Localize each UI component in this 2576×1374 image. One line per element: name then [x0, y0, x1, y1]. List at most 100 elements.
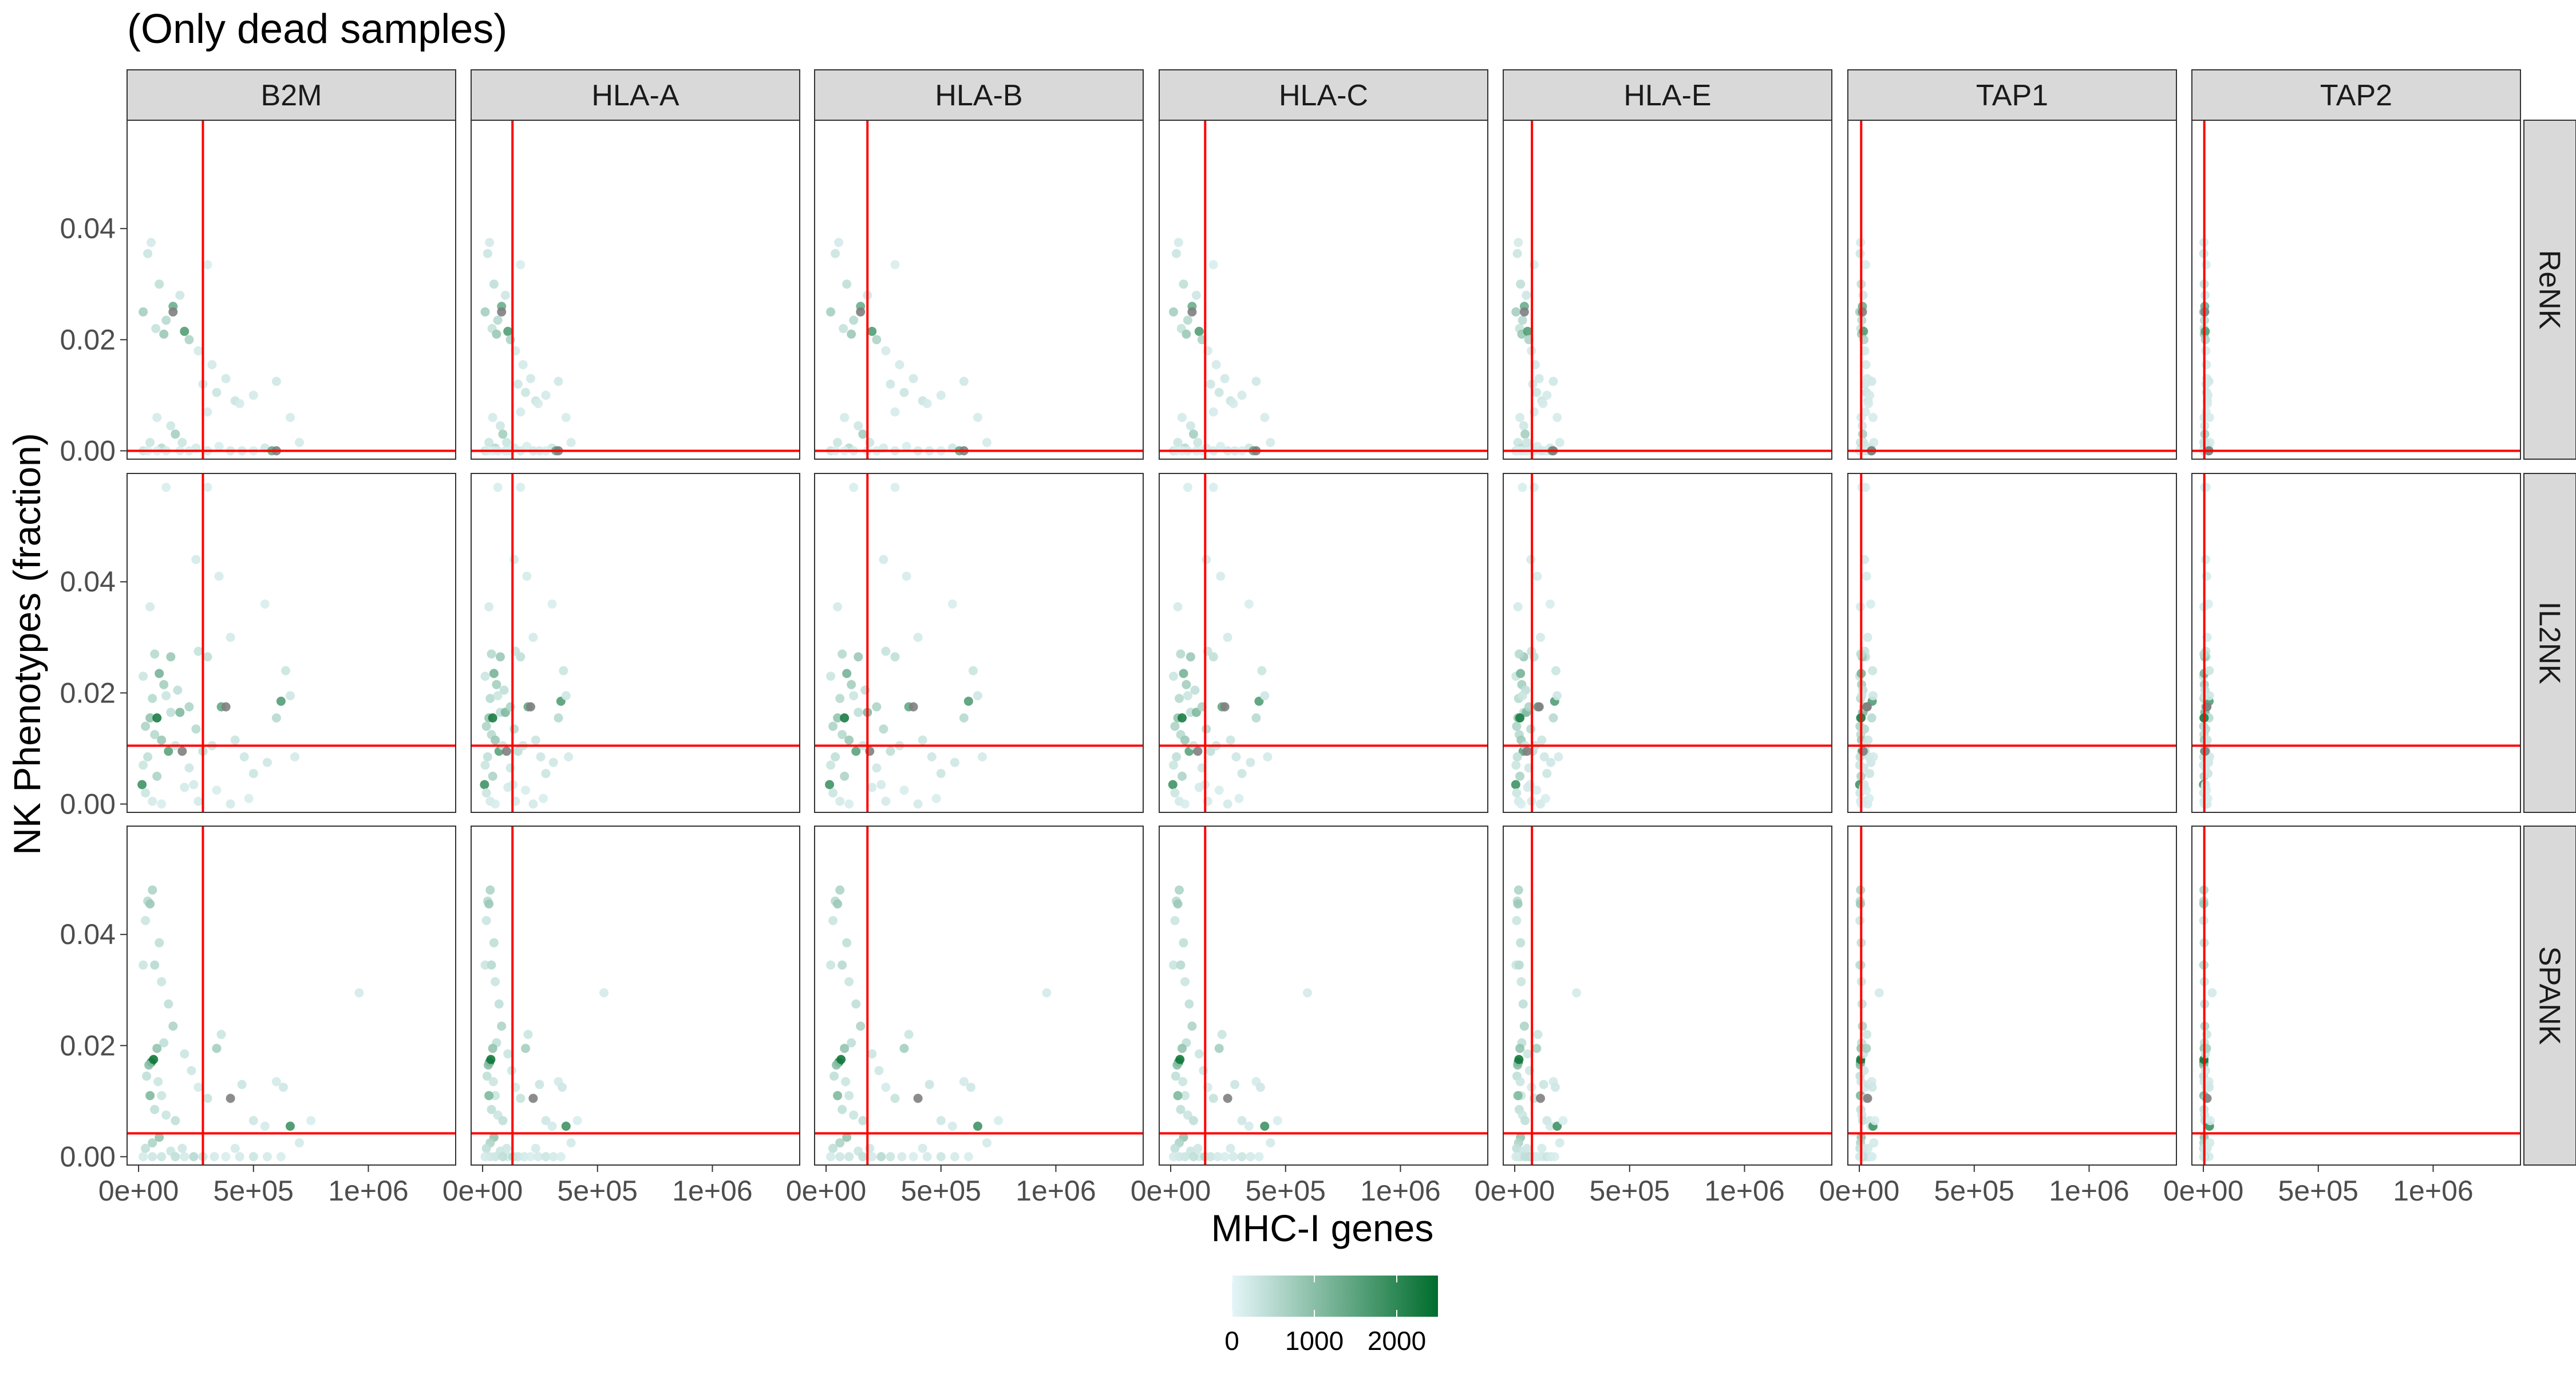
data-point — [1206, 380, 1215, 389]
data-point — [1194, 326, 1204, 336]
x-tick-label: 1e+06 — [2393, 1175, 2473, 1207]
data-point — [295, 1138, 304, 1148]
data-point — [895, 360, 904, 369]
data-point — [1545, 599, 1555, 609]
data-point — [1220, 702, 1230, 712]
data-point — [276, 1152, 286, 1162]
data-point — [1208, 407, 1218, 417]
panel-background — [815, 826, 1143, 1165]
data-point — [1551, 666, 1560, 676]
data-point — [1187, 1021, 1197, 1031]
chart-title: (Only dead samples) — [127, 6, 507, 52]
x-axis-title: MHC-I genes — [1211, 1207, 1434, 1249]
data-point — [858, 429, 868, 439]
panel-border — [471, 473, 800, 813]
data-point — [1254, 1152, 1264, 1162]
data-point — [485, 238, 495, 247]
legend-tick-label: 2000 — [1368, 1326, 1426, 1356]
data-point — [844, 799, 854, 809]
data-point — [829, 1071, 839, 1081]
data-point — [1220, 374, 1230, 384]
data-point — [521, 785, 531, 795]
data-point — [139, 307, 148, 317]
data-point — [1863, 633, 1872, 642]
data-point — [963, 696, 973, 706]
panel-background — [1848, 473, 2176, 812]
data-point — [168, 307, 178, 317]
data-point — [271, 713, 281, 722]
data-point — [1558, 1116, 1568, 1126]
data-point — [485, 885, 495, 895]
data-point — [193, 346, 203, 356]
data-point — [141, 788, 151, 797]
data-point — [558, 1083, 567, 1092]
panel-hla-b-spank — [814, 826, 1144, 1166]
data-point — [230, 1143, 240, 1153]
data-point — [191, 555, 201, 564]
data-point — [886, 380, 895, 389]
data-point — [851, 747, 861, 756]
data-point — [244, 793, 254, 803]
data-point — [1169, 1152, 1178, 1162]
data-point — [831, 248, 840, 258]
data-point — [1515, 771, 1525, 781]
data-point — [286, 413, 295, 423]
panel-hla-a-il2nk — [471, 473, 800, 813]
data-point — [539, 793, 548, 803]
data-point — [858, 1152, 868, 1162]
data-point — [1208, 1093, 1218, 1103]
data-point — [1202, 724, 1211, 734]
data-point — [145, 602, 155, 611]
color-legend: 0 1000 2000 — [1224, 1276, 1438, 1356]
data-point — [1237, 769, 1247, 779]
data-point — [837, 960, 847, 970]
data-point — [502, 747, 511, 756]
panel-background — [2192, 120, 2520, 459]
data-point — [1174, 238, 1183, 247]
data-point — [1534, 374, 1544, 384]
data-point — [856, 307, 866, 317]
data-point — [1169, 307, 1178, 317]
data-point — [489, 279, 499, 289]
data-point — [180, 1049, 189, 1059]
data-point — [1234, 793, 1244, 803]
data-point — [1199, 1066, 1208, 1075]
data-point — [1536, 633, 1545, 642]
data-point — [521, 1044, 531, 1053]
data-point — [500, 290, 510, 300]
data-point — [890, 407, 900, 417]
data-point — [1208, 483, 1218, 492]
data-point — [886, 747, 895, 756]
data-point — [180, 1152, 189, 1162]
data-point — [1863, 1143, 1873, 1153]
x-tick-label: 1e+06 — [328, 1175, 408, 1207]
data-point — [1514, 238, 1523, 247]
data-point — [1861, 360, 1871, 369]
y-tick-label: 0.02 — [60, 677, 116, 709]
data-point — [1273, 1116, 1282, 1126]
data-point — [936, 1152, 946, 1162]
panel-background — [1159, 826, 1488, 1165]
data-point — [541, 769, 551, 779]
data-point — [837, 649, 847, 659]
data-point — [1545, 1122, 1555, 1131]
data-point — [1532, 571, 1542, 581]
y-tick-label: 0.04 — [60, 918, 116, 950]
data-point — [173, 685, 183, 695]
data-point — [547, 599, 557, 609]
data-point — [1512, 752, 1522, 761]
data-point — [599, 988, 609, 998]
data-point — [493, 691, 503, 701]
panel-border — [2191, 473, 2521, 813]
data-point — [1862, 1044, 1871, 1053]
data-point — [187, 1066, 196, 1075]
data-point — [1208, 260, 1218, 270]
data-point — [1516, 977, 1526, 986]
data-point — [1263, 752, 1273, 761]
x-tick-label: 5e+05 — [901, 1175, 981, 1207]
data-point — [145, 437, 155, 447]
data-point — [526, 1152, 535, 1162]
data-point — [918, 1143, 927, 1153]
data-point — [193, 796, 203, 806]
